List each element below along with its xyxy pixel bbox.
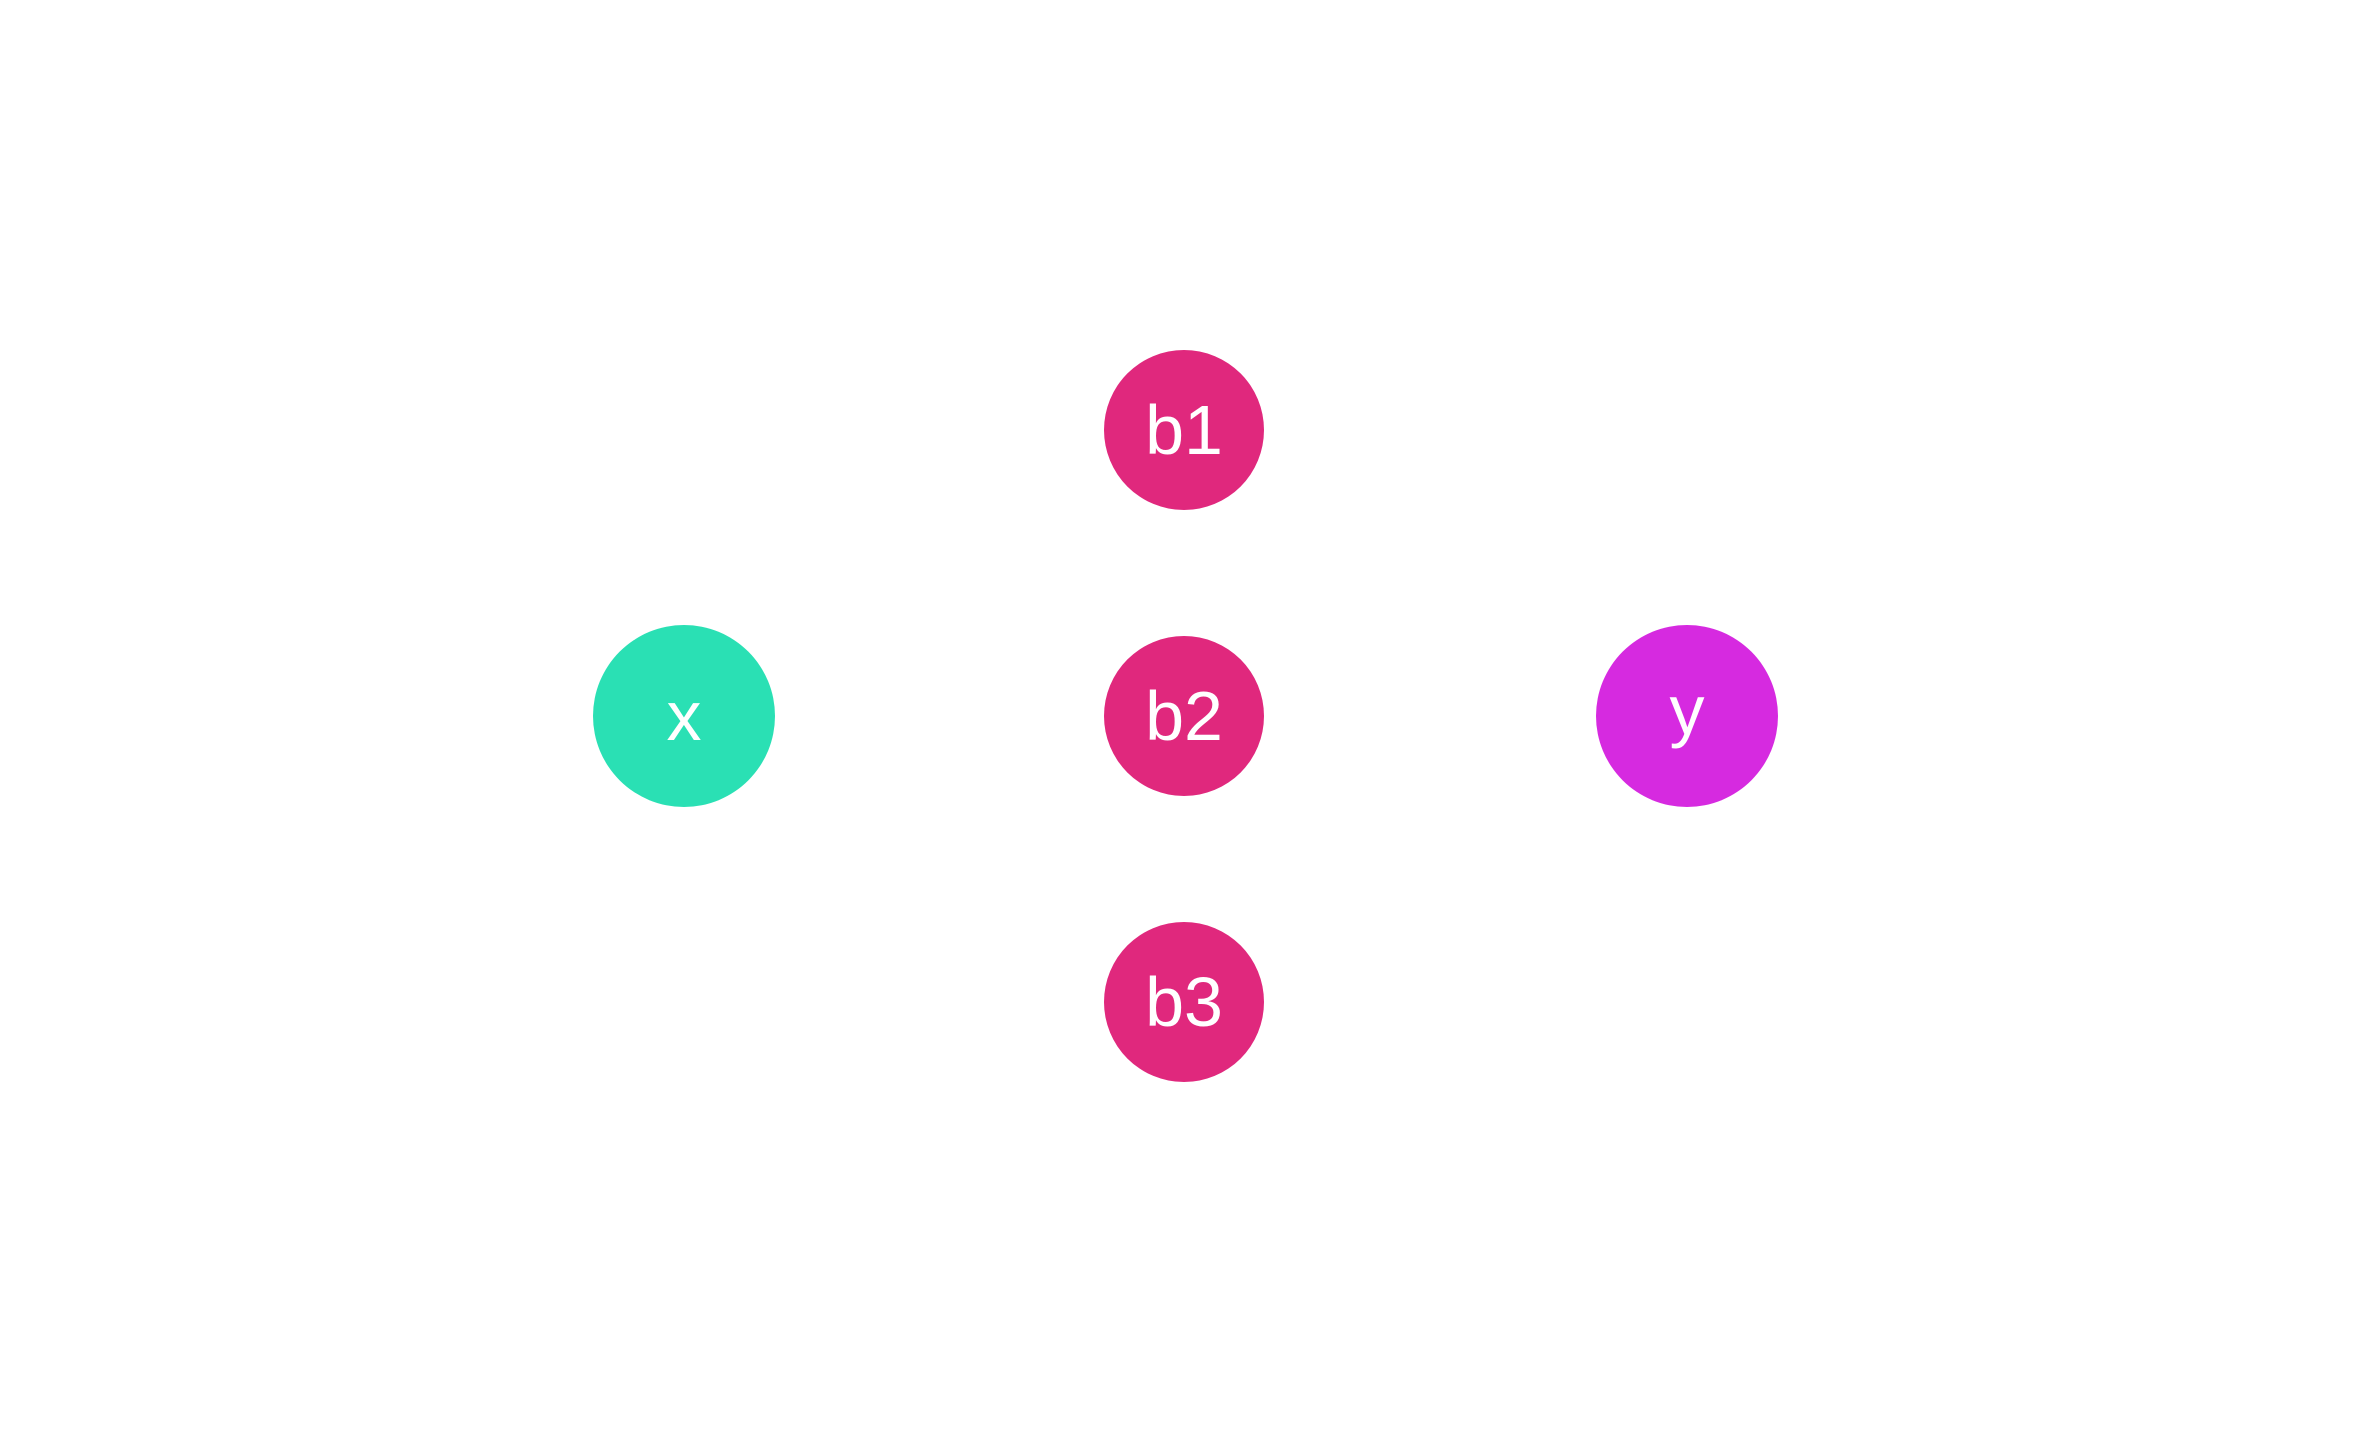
node-x[interactable]: x	[593, 625, 775, 807]
node-y[interactable]: y	[1596, 625, 1778, 807]
node-b3[interactable]: b3	[1104, 922, 1264, 1082]
node-y-circle	[1596, 625, 1778, 807]
node-b2-label: b2	[1145, 677, 1223, 755]
node-b1[interactable]: b1	[1104, 350, 1264, 510]
node-b2[interactable]: b2	[1104, 636, 1264, 796]
node-x-label: x	[667, 677, 702, 755]
node-y-label: y	[1670, 671, 1705, 749]
node-b3-circle	[1104, 922, 1264, 1082]
node-x-circle	[593, 625, 775, 807]
node-b2-circle	[1104, 636, 1264, 796]
node-b1-circle	[1104, 350, 1264, 510]
node-b3-label: b3	[1145, 963, 1223, 1041]
node-b1-label: b1	[1145, 391, 1223, 469]
